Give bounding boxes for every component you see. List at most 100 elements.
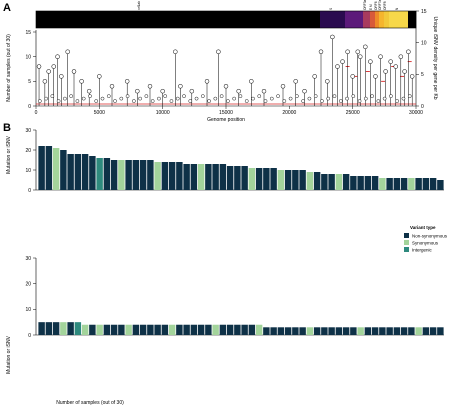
right-tick-label: 5 [421, 72, 424, 78]
gene-block-orf7a [379, 11, 384, 28]
bar [190, 164, 198, 190]
lollipop-head [402, 69, 407, 74]
gene-block-orf6 [375, 11, 379, 28]
panel-b-bottom-bars [38, 322, 444, 335]
lollipop-head [350, 74, 355, 79]
bar [429, 178, 437, 190]
lollipop-low-head [63, 96, 67, 101]
lollipop-head [51, 64, 56, 69]
lollipop-low-head [50, 94, 55, 98]
x-tick-label: 10000 [156, 110, 170, 116]
bar [96, 324, 103, 335]
bar [205, 324, 212, 335]
panel-a-xlabel: Genome position [207, 117, 245, 123]
lollipop-low-head [88, 94, 92, 98]
gene-label: ORF3a [363, 0, 367, 10]
lollipop-head [358, 54, 363, 59]
lollipop-low-head [338, 99, 343, 103]
lollipop-low-head [326, 96, 331, 101]
bar [248, 324, 256, 335]
lollipop-low-head [263, 99, 268, 103]
bar [277, 170, 285, 190]
bar [357, 327, 364, 335]
lollipop-low-head [113, 99, 117, 103]
bar [139, 324, 147, 335]
gene-labels: orf1ab S ORF3a E M ORF6 ORF7a ORF8 N [137, 0, 399, 10]
bar [190, 324, 198, 335]
gene-block-e-m [370, 11, 375, 28]
lollipop-low-head [357, 99, 362, 103]
x-tick-label: 5000 [94, 110, 105, 116]
legend-swatch-syn [404, 240, 409, 245]
lollipop-head [345, 49, 350, 54]
lollipop-low-head [282, 99, 287, 103]
bar [132, 324, 140, 335]
bar [422, 178, 430, 190]
bar [277, 327, 285, 335]
lollipop-low-head [370, 94, 374, 98]
bar [313, 327, 321, 335]
bar [379, 327, 386, 335]
lollipop-low-head [69, 94, 73, 98]
lollipop-head [293, 79, 298, 84]
bar [241, 166, 248, 190]
bar [183, 324, 190, 335]
gene-block-s [320, 11, 345, 28]
bar [284, 170, 292, 190]
panel-b-bottom-y-ticks: 0 10 20 30 [25, 256, 36, 339]
bar [89, 324, 96, 335]
bar [52, 322, 60, 335]
bar [437, 180, 444, 190]
lollipop-low-head [257, 94, 262, 98]
bar [284, 327, 292, 335]
bar [357, 176, 364, 190]
lollipop-low-head [150, 99, 155, 103]
bar [263, 327, 270, 335]
lollipop-low-head [169, 99, 174, 103]
lollipop-head [373, 74, 378, 79]
lollipop-low-head [251, 96, 255, 101]
y-tick-label: 0 [28, 333, 31, 339]
bar [335, 174, 343, 190]
bar [408, 178, 415, 190]
lollipop-low-head [364, 96, 368, 101]
bar [386, 178, 393, 190]
bar [81, 154, 89, 190]
gene-label: ORF6 [374, 1, 378, 10]
bar [400, 327, 408, 335]
gene-label: N [395, 7, 399, 10]
bar [350, 327, 357, 335]
lollipop-low-head [175, 96, 180, 101]
legend-swatch-nonsyn [404, 233, 409, 238]
bar [335, 327, 343, 335]
lollipop-low-head [238, 94, 243, 98]
bar [292, 327, 299, 335]
lollipop-head [378, 54, 383, 59]
bar [67, 154, 74, 190]
bar [118, 324, 125, 335]
lollipop-head [302, 88, 307, 94]
lollipop-series [36, 34, 415, 106]
y-tick-label: 0 [28, 188, 31, 194]
gene-label: S [329, 8, 333, 10]
lollipop-head [393, 64, 398, 69]
bar [422, 327, 430, 335]
lollipop-head [204, 79, 210, 84]
lollipop-low-head [313, 94, 318, 98]
lollipop-low-head [295, 94, 299, 98]
lollipop-head [398, 54, 404, 59]
lollipop-head [189, 88, 195, 94]
lollipop-low-head [75, 99, 80, 103]
lollipop-low-head [382, 96, 387, 101]
lollipop-low-head [44, 96, 48, 101]
bar [328, 327, 335, 335]
bar [212, 324, 219, 335]
bar [103, 324, 111, 335]
bar [299, 327, 306, 335]
y-tick-label: 30 [25, 256, 31, 262]
y-tick-label: 10 [25, 168, 31, 174]
bar [176, 162, 183, 190]
bar [255, 324, 263, 335]
bar [270, 327, 277, 335]
bar [212, 164, 219, 190]
